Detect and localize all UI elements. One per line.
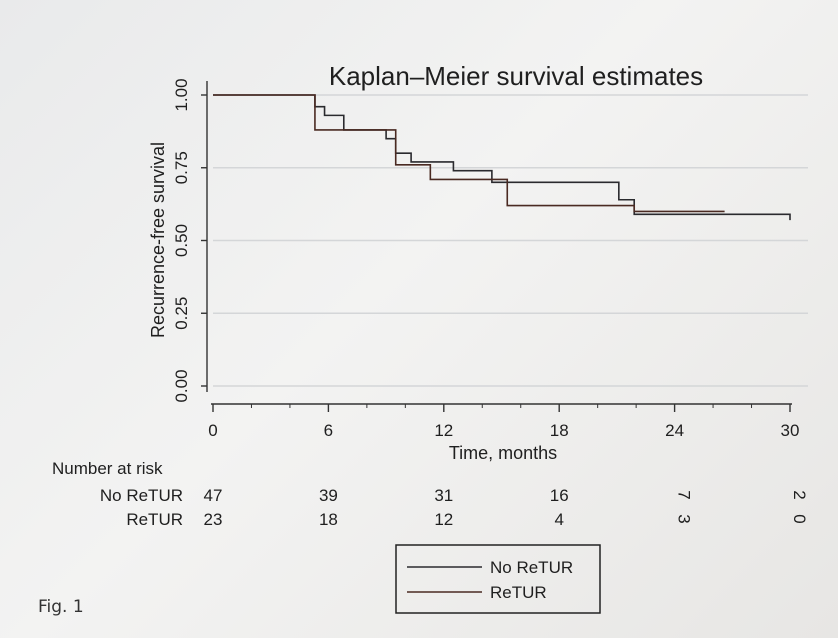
y-axis-label: Recurrence-free survival <box>148 142 168 338</box>
y-tick-label: 0.25 <box>172 297 191 330</box>
x-tick-label: 24 <box>665 421 684 440</box>
number-at-risk-table: Number at risk No ReTUR ReTUR 47 39 31 16 7 2… <box>52 459 809 529</box>
risk-value: 7 <box>675 490 694 499</box>
x-tick-label: 0 <box>208 421 217 440</box>
risk-value: 31 <box>434 486 453 505</box>
tick-labels: 0 6 12 18 24 30 0.00 0.25 0.50 0.75 1.00 <box>172 78 799 440</box>
legend-label-retur: ReTUR <box>490 583 547 602</box>
y-tick-label: 1.00 <box>172 78 191 111</box>
y-tick-label: 0.50 <box>172 224 191 257</box>
figure-label: Fig. 1 <box>38 597 84 617</box>
survival-curves <box>213 94 791 221</box>
y-tick-label: 0.00 <box>172 369 191 402</box>
x-axis-label: Time, months <box>449 443 557 463</box>
grid-lines <box>213 94 808 387</box>
x-tick-label: 6 <box>324 421 333 440</box>
risk-value: 39 <box>319 486 338 505</box>
legend: No ReTUR ReTUR <box>395 544 601 614</box>
risk-table-title: Number at risk <box>52 459 163 478</box>
risk-row-label: ReTUR <box>126 510 183 529</box>
legend-label-no-retur: No ReTUR <box>490 558 573 577</box>
km-curve-no-retur <box>213 94 791 221</box>
risk-value: 3 <box>675 514 694 523</box>
risk-value: 2 <box>790 490 809 499</box>
km-curve-retur <box>213 94 725 213</box>
legend-box <box>395 544 601 614</box>
x-tick-label: 12 <box>434 421 453 440</box>
risk-value: 4 <box>554 510 563 529</box>
risk-value: 0 <box>790 514 809 523</box>
risk-value: 12 <box>434 510 453 529</box>
risk-value: 18 <box>319 510 338 529</box>
y-tick-label: 0.75 <box>172 151 191 184</box>
risk-value: 16 <box>550 486 569 505</box>
risk-values: 47 39 31 16 7 2 23 18 12 4 3 0 <box>204 486 809 529</box>
risk-value: 47 <box>204 486 223 505</box>
axes <box>201 81 792 412</box>
risk-row-label: No ReTUR <box>100 486 183 505</box>
risk-value: 23 <box>204 510 223 529</box>
x-tick-label: 18 <box>550 421 569 440</box>
chart-title: Kaplan–Meier survival estimates <box>329 61 703 91</box>
x-tick-label: 30 <box>781 421 800 440</box>
